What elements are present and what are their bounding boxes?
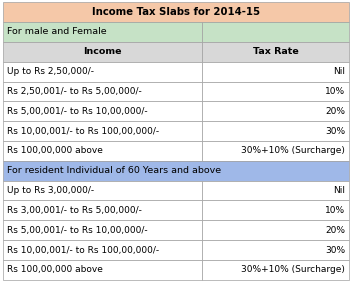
Bar: [3, 22, 202, 42]
Text: 10%: 10%: [325, 206, 345, 215]
Bar: [202, 240, 349, 260]
Bar: [3, 2, 349, 22]
Text: Nil: Nil: [333, 67, 345, 76]
Text: 30%+10% (Surcharge): 30%+10% (Surcharge): [241, 265, 345, 274]
Text: Nil: Nil: [333, 186, 345, 195]
Bar: [3, 201, 202, 220]
Text: For male and Female: For male and Female: [7, 27, 107, 36]
Bar: [3, 260, 202, 280]
Bar: [202, 42, 349, 62]
Bar: [202, 181, 349, 201]
Bar: [3, 121, 202, 141]
Text: 10%: 10%: [325, 87, 345, 96]
Text: Rs 100,00,000 above: Rs 100,00,000 above: [7, 265, 103, 274]
Text: Rs 10,00,001/- to Rs 100,00,000/-: Rs 10,00,001/- to Rs 100,00,000/-: [7, 127, 159, 136]
Bar: [202, 81, 349, 101]
Bar: [202, 22, 349, 42]
Bar: [3, 220, 202, 240]
Text: Tax Rate: Tax Rate: [253, 47, 298, 56]
Text: Up to Rs 3,00,000/-: Up to Rs 3,00,000/-: [7, 186, 94, 195]
Text: 30%: 30%: [325, 127, 345, 136]
Bar: [3, 240, 202, 260]
Text: 20%: 20%: [325, 226, 345, 235]
Bar: [3, 161, 349, 181]
Text: Rs 5,00,001/- to Rs 10,00,000/-: Rs 5,00,001/- to Rs 10,00,000/-: [7, 107, 148, 116]
Text: Rs 5,00,001/- to Rs 10,00,000/-: Rs 5,00,001/- to Rs 10,00,000/-: [7, 226, 148, 235]
Bar: [202, 220, 349, 240]
Text: Up to Rs 2,50,000/-: Up to Rs 2,50,000/-: [7, 67, 94, 76]
Bar: [202, 121, 349, 141]
Bar: [202, 62, 349, 81]
Bar: [3, 141, 202, 161]
Text: Rs 100,00,000 above: Rs 100,00,000 above: [7, 146, 103, 155]
Text: Income Tax Slabs for 2014-15: Income Tax Slabs for 2014-15: [92, 7, 260, 17]
Bar: [202, 101, 349, 121]
Bar: [202, 141, 349, 161]
Text: Rs 3,00,001/- to Rs 5,00,000/-: Rs 3,00,001/- to Rs 5,00,000/-: [7, 206, 142, 215]
Text: 20%: 20%: [325, 107, 345, 116]
Bar: [3, 62, 202, 81]
Bar: [3, 42, 202, 62]
Bar: [202, 260, 349, 280]
Bar: [202, 201, 349, 220]
Text: 30%+10% (Surcharge): 30%+10% (Surcharge): [241, 146, 345, 155]
Bar: [3, 101, 202, 121]
Bar: [3, 181, 202, 201]
Text: Income: Income: [83, 47, 122, 56]
Text: For resident Individual of 60 Years and above: For resident Individual of 60 Years and …: [7, 166, 221, 175]
Bar: [3, 81, 202, 101]
Text: 30%: 30%: [325, 246, 345, 255]
Text: Rs 10,00,001/- to Rs 100,00,000/-: Rs 10,00,001/- to Rs 100,00,000/-: [7, 246, 159, 255]
Text: Rs 2,50,001/- to Rs 5,00,000/-: Rs 2,50,001/- to Rs 5,00,000/-: [7, 87, 142, 96]
